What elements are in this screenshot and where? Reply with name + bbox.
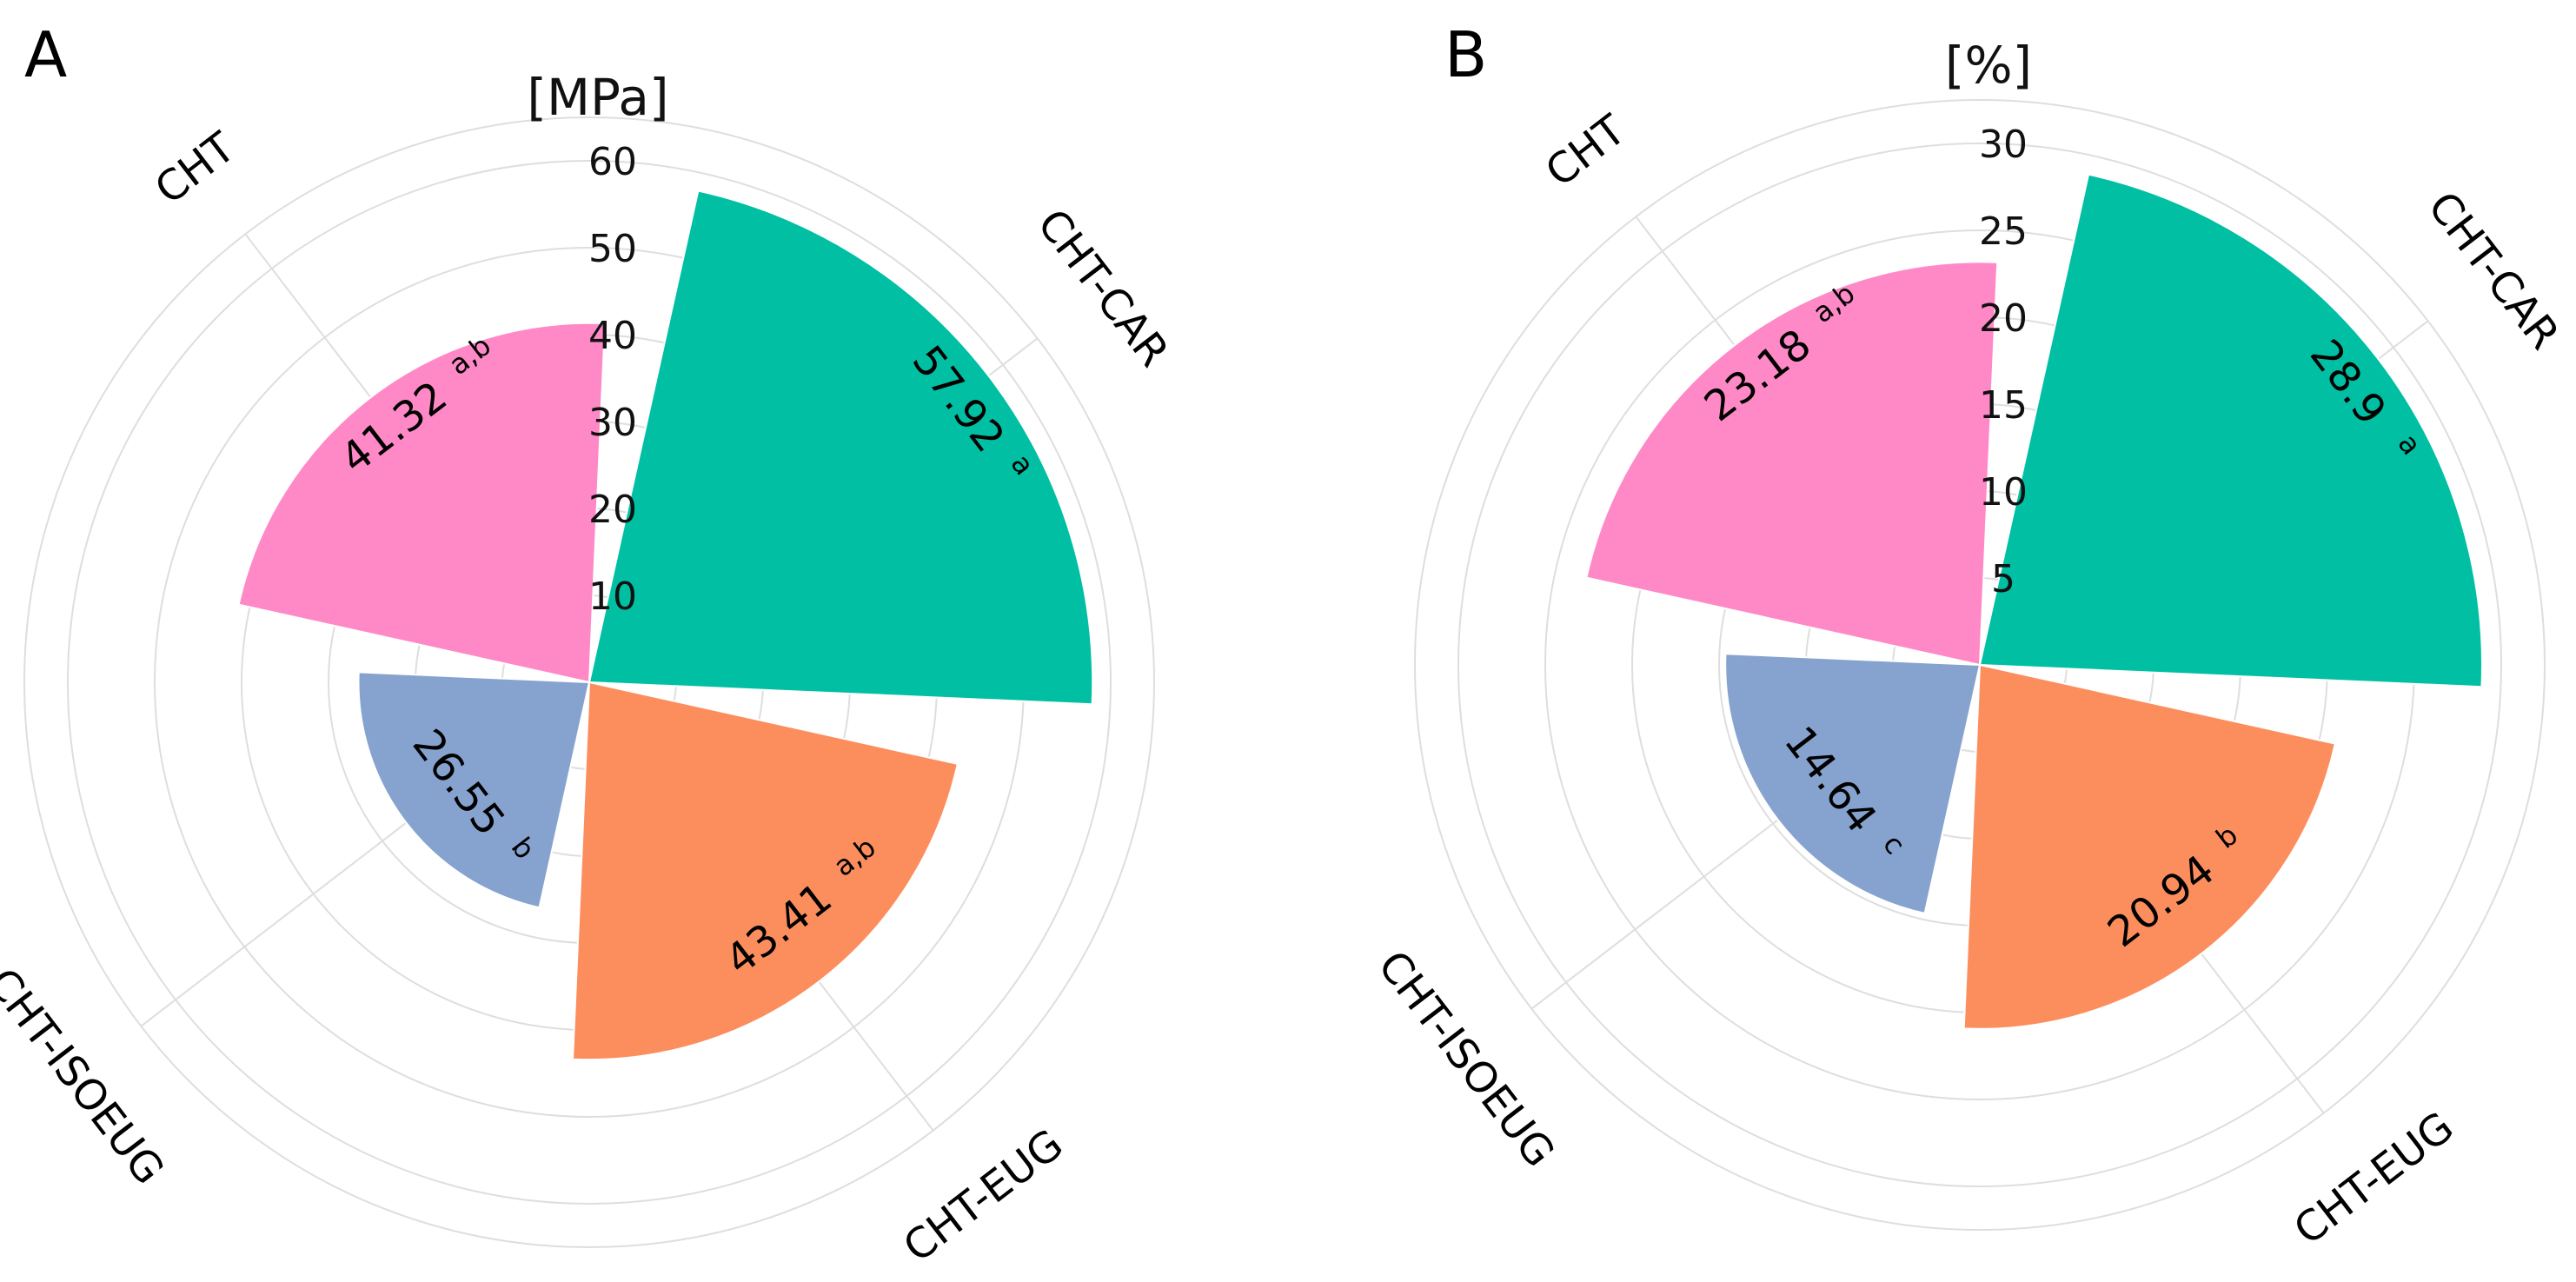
slice-cht <box>237 322 607 684</box>
grid-ring-outer <box>23 116 1155 1248</box>
category-text: CHT <box>146 123 244 214</box>
category-text: CHT <box>1537 105 1635 196</box>
slice-cht-car <box>1978 173 2483 688</box>
category-text: CHT-EUG <box>2285 1103 2462 1255</box>
category-label-cht-eug: CHT-EUG <box>2285 1103 2462 1255</box>
tick-label: 60 <box>588 140 637 184</box>
panel-b-chart: 5101520253028.9aCHT-CAR20.94bCHT-EUG14.6… <box>1368 18 2568 1255</box>
slice-cht-eug <box>572 681 959 1061</box>
grid-ring-outer <box>1414 99 2546 1231</box>
category-label-cht: CHT <box>146 123 244 214</box>
tick-label: 20 <box>1979 296 2028 341</box>
grid-ring <box>67 160 1112 1205</box>
tick-label: 15 <box>1979 383 2028 428</box>
tick-label: 5 <box>1991 557 2015 601</box>
slice-cht-eug <box>1962 663 2337 1030</box>
panel-letter: A <box>24 18 67 91</box>
tick-label: 10 <box>588 575 637 619</box>
category-text: CHT-CAR <box>1027 201 1178 376</box>
category-label-cht-car: CHT-CAR <box>2418 183 2568 359</box>
tick-label: 40 <box>588 314 637 358</box>
slice-cht-isoeug <box>357 671 591 909</box>
grid-ring <box>1457 143 2502 1187</box>
slice-cht-car <box>588 189 1094 706</box>
slice-cht <box>1585 261 1999 667</box>
tick-label: 25 <box>1979 209 2028 254</box>
tick-label: 30 <box>1979 123 2028 167</box>
category-text: CHT-CAR <box>2418 183 2568 359</box>
tick-label: 30 <box>588 401 637 445</box>
category-label-cht-isoeug: CHT-ISOEUG <box>1368 942 1564 1177</box>
category-label-cht: CHT <box>1537 105 1635 196</box>
tick-label: 50 <box>588 227 637 271</box>
category-label-cht-isoeug: CHT-ISOEUG <box>0 960 174 1194</box>
tick-label: 20 <box>588 488 637 532</box>
category-label-cht-car: CHT-CAR <box>1027 201 1178 376</box>
unit-label: [%] <box>1945 36 2032 95</box>
category-label-cht-eug: CHT-EUG <box>894 1120 1072 1272</box>
panel-letter: B <box>1444 18 1487 91</box>
slice-cht-isoeug <box>1724 653 1982 915</box>
category-text: CHT-EUG <box>894 1120 1072 1272</box>
panel-a-chart: 10203040506057.92aCHT-CAR43.41a,bCHT-EUG… <box>0 18 1178 1272</box>
tick-label: 10 <box>1979 470 2028 515</box>
category-text: CHT-ISOEUG <box>0 960 174 1194</box>
unit-label: [MPa] <box>527 68 668 127</box>
category-text: CHT-ISOEUG <box>1368 942 1564 1177</box>
